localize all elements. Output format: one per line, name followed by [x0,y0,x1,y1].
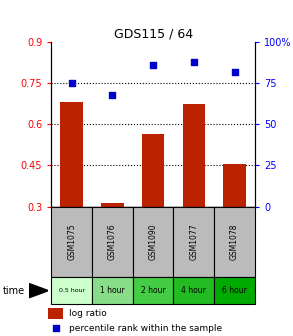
Bar [173,277,214,304]
Bar [92,207,133,277]
Bar [214,277,255,304]
Bar [133,277,173,304]
Text: 2 hour: 2 hour [141,286,166,295]
Bar [51,277,92,304]
Point [192,59,196,65]
Text: 0.5 hour: 0.5 hour [59,288,85,293]
Text: 4 hour: 4 hour [181,286,206,295]
Text: GSM1077: GSM1077 [189,223,198,260]
Text: 6 hour: 6 hour [222,286,247,295]
Point [151,62,155,68]
Text: time: time [3,286,25,296]
Bar [92,277,133,304]
Point [69,81,74,86]
Polygon shape [29,284,48,298]
Bar [183,104,205,207]
Text: GSM1090: GSM1090 [149,223,158,260]
Bar [173,207,214,277]
Bar [214,207,255,277]
Bar [142,134,164,207]
Bar [60,102,83,207]
Title: GDS115 / 64: GDS115 / 64 [113,28,193,41]
Bar [133,207,173,277]
Text: log ratio: log ratio [69,309,107,318]
Text: percentile rank within the sample: percentile rank within the sample [69,324,222,333]
Point [54,325,59,331]
Text: GSM1078: GSM1078 [230,224,239,260]
Text: 1 hour: 1 hour [100,286,125,295]
Point [110,92,115,97]
Text: GSM1075: GSM1075 [67,223,76,260]
Text: GSM1076: GSM1076 [108,223,117,260]
Bar [51,207,92,277]
Point [232,69,237,74]
Bar [223,164,246,207]
Bar [47,308,63,319]
Bar [101,203,124,207]
